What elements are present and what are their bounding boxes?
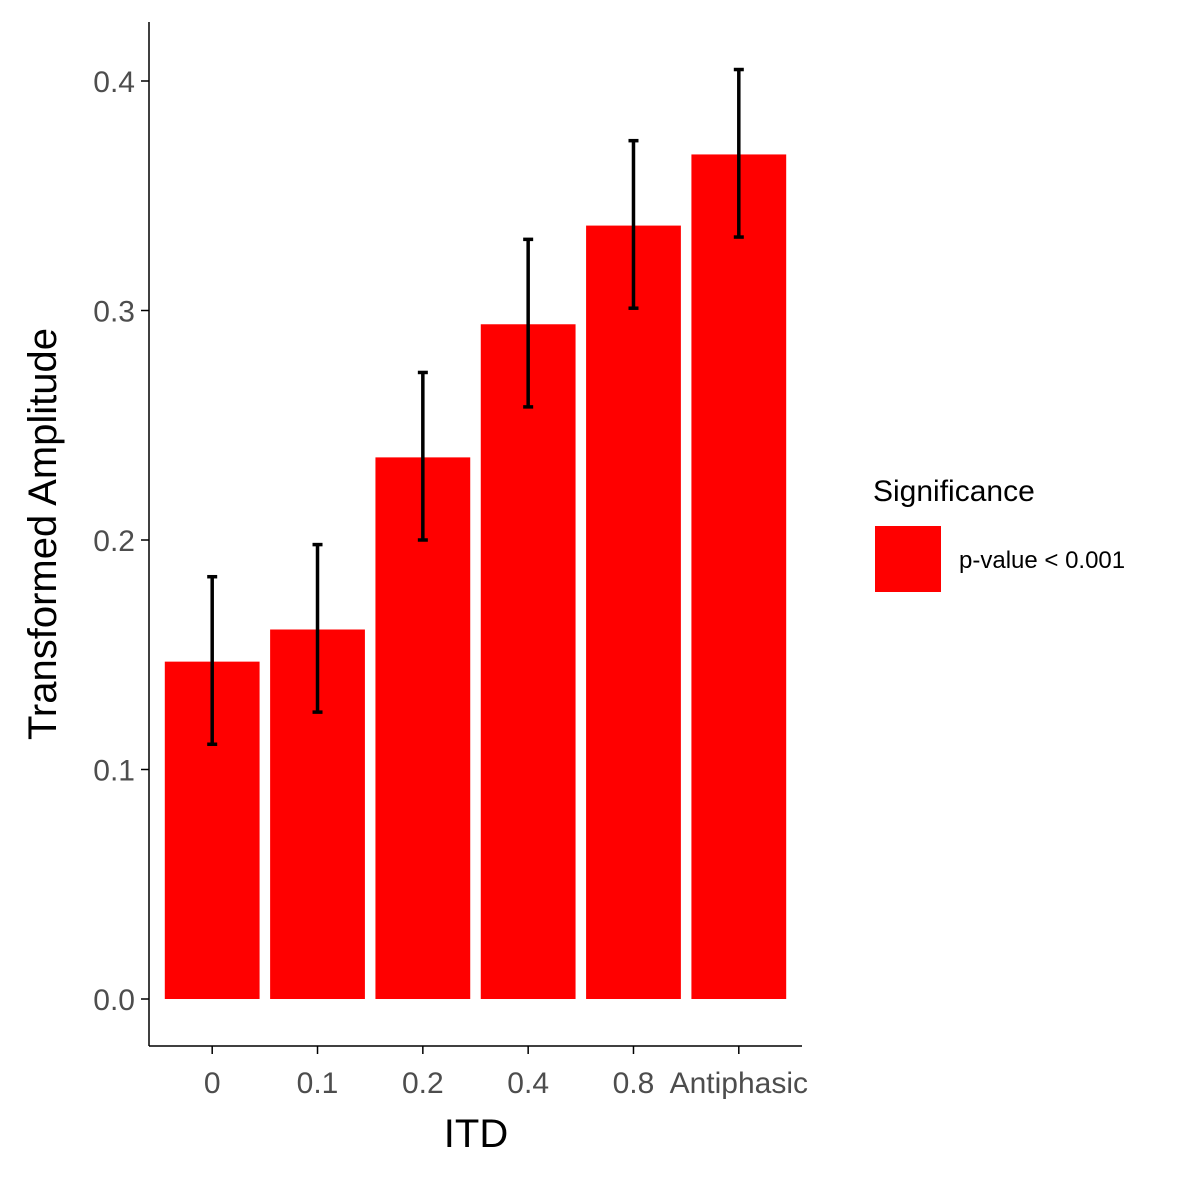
- y-axis-title: Transformed Amplitude: [21, 328, 65, 740]
- x-tick-label: 0.8: [613, 1067, 655, 1100]
- bar: [375, 457, 471, 999]
- bar: [586, 225, 681, 999]
- y-ticks-layer: 0.0 0.1 0.2 0.3 0.4: [93, 66, 149, 1017]
- legend-swatch: [875, 526, 941, 592]
- y-tick-label: 0.0: [93, 984, 135, 1017]
- legend: Significance p-value < 0.001: [873, 475, 1125, 592]
- bar: [480, 324, 576, 999]
- legend-title: Significance: [873, 475, 1035, 508]
- x-ticks-layer: 0 0.1 0.2 0.4 0.8 Antiphasic: [204, 1046, 808, 1100]
- y-tick-label: 0.4: [93, 66, 135, 99]
- x-tick-label: 0.2: [402, 1067, 444, 1100]
- x-tick-label: 0.1: [297, 1067, 339, 1100]
- y-tick-label: 0.2: [93, 525, 135, 558]
- y-tick-label: 0.3: [93, 296, 135, 329]
- axes-layer: [148, 22, 802, 1047]
- bars-layer: [164, 154, 787, 999]
- bar: [691, 154, 787, 999]
- x-tick-label: 0.4: [507, 1067, 549, 1100]
- x-axis-title: ITD: [444, 1112, 508, 1156]
- y-tick-label: 0.1: [93, 755, 135, 788]
- legend-label: p-value < 0.001: [959, 547, 1125, 574]
- x-tick-label: 0: [204, 1067, 221, 1100]
- x-tick-label: Antiphasic: [670, 1067, 808, 1100]
- error-bars-layer: [207, 67, 744, 747]
